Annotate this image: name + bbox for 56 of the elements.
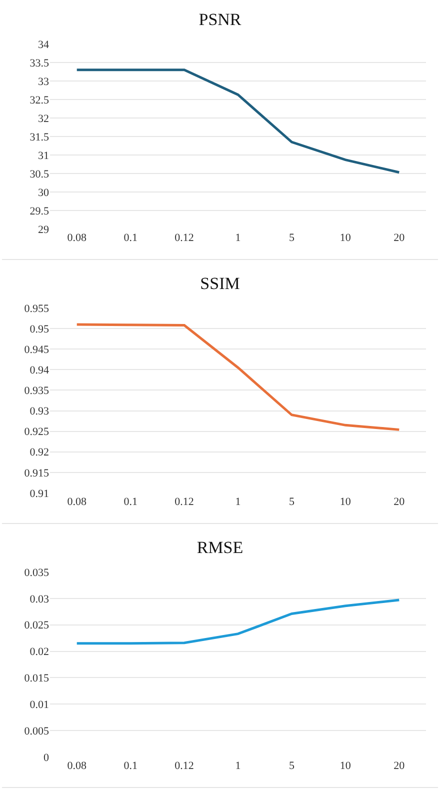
y-tick-label: 0.955 <box>24 302 50 315</box>
x-tick-label: 1 <box>235 232 241 244</box>
x-tick-label: 10 <box>340 496 352 508</box>
x-tick-label: 0.08 <box>67 760 87 772</box>
line-series <box>76 598 400 645</box>
x-tick-label: 10 <box>340 760 352 772</box>
x-tick-label: 5 <box>288 760 295 772</box>
y-tick-label: 34 <box>38 38 50 51</box>
y-tick-label: 30 <box>38 186 50 199</box>
y-tick-label: 33 <box>38 76 50 88</box>
x-tick-label: 5 <box>288 496 295 508</box>
x-tick-label: 5 <box>288 232 295 244</box>
y-tick-label: 32 <box>38 112 49 125</box>
y-tick-label: 32.5 <box>30 94 50 106</box>
x-tick-label: 0.1 <box>124 496 138 508</box>
y-tick-label: 0.935 <box>24 385 50 398</box>
y-tick-label: 0.03 <box>30 593 50 606</box>
y-tick-label: 0.91 <box>30 488 49 500</box>
x-tick-label: 0.1 <box>124 760 138 772</box>
y-tick-label: 0.95 <box>30 323 50 336</box>
x-tick-label: 0.12 <box>174 496 194 508</box>
y-tick-label: 31 <box>38 150 49 162</box>
x-tick-label: 0.12 <box>174 760 194 772</box>
y-tick-label: 29.5 <box>30 205 50 218</box>
x-tick-label: 0.1 <box>124 232 138 244</box>
x-tick-label: 1 <box>235 496 241 508</box>
y-tick-label: 0.945 <box>24 344 50 356</box>
chart-title: SSIM <box>200 274 240 293</box>
y-tick-label: 29 <box>38 224 50 236</box>
x-tick-label: 20 <box>394 232 406 244</box>
y-tick-label: 0.93 <box>30 406 50 418</box>
y-tick-label: 0.035 <box>24 566 50 579</box>
x-tick-label: 20 <box>394 760 406 772</box>
y-tick-label: 0.02 <box>30 646 49 658</box>
x-tick-label: 1 <box>235 760 241 772</box>
y-tick-label: 0.005 <box>24 725 50 738</box>
y-tick-label: 0.915 <box>24 467 50 480</box>
y-tick-label: 0.92 <box>30 446 49 459</box>
y-tick-label: 0.925 <box>24 426 50 438</box>
x-tick-label: 0.12 <box>174 232 194 244</box>
y-tick-label: 30.5 <box>30 168 50 180</box>
y-tick-label: 33.5 <box>30 57 50 70</box>
x-tick-label: 0.08 <box>67 232 87 244</box>
line-series <box>76 323 400 431</box>
y-tick-label: 0.015 <box>24 672 50 685</box>
chart-title: RMSE <box>196 538 244 557</box>
line-series <box>76 68 400 174</box>
y-tick-label: 0.025 <box>24 620 50 632</box>
y-tick-label: 0.01 <box>30 698 49 711</box>
x-tick-label: 20 <box>394 496 406 508</box>
y-tick-label: 0.94 <box>30 364 50 377</box>
chart-title: PSNR <box>198 10 242 29</box>
y-tick-label: 31.5 <box>30 131 50 144</box>
x-tick-label: 10 <box>340 232 352 244</box>
y-tick-label: 0 <box>44 752 50 764</box>
x-tick-label: 0.08 <box>67 496 87 508</box>
